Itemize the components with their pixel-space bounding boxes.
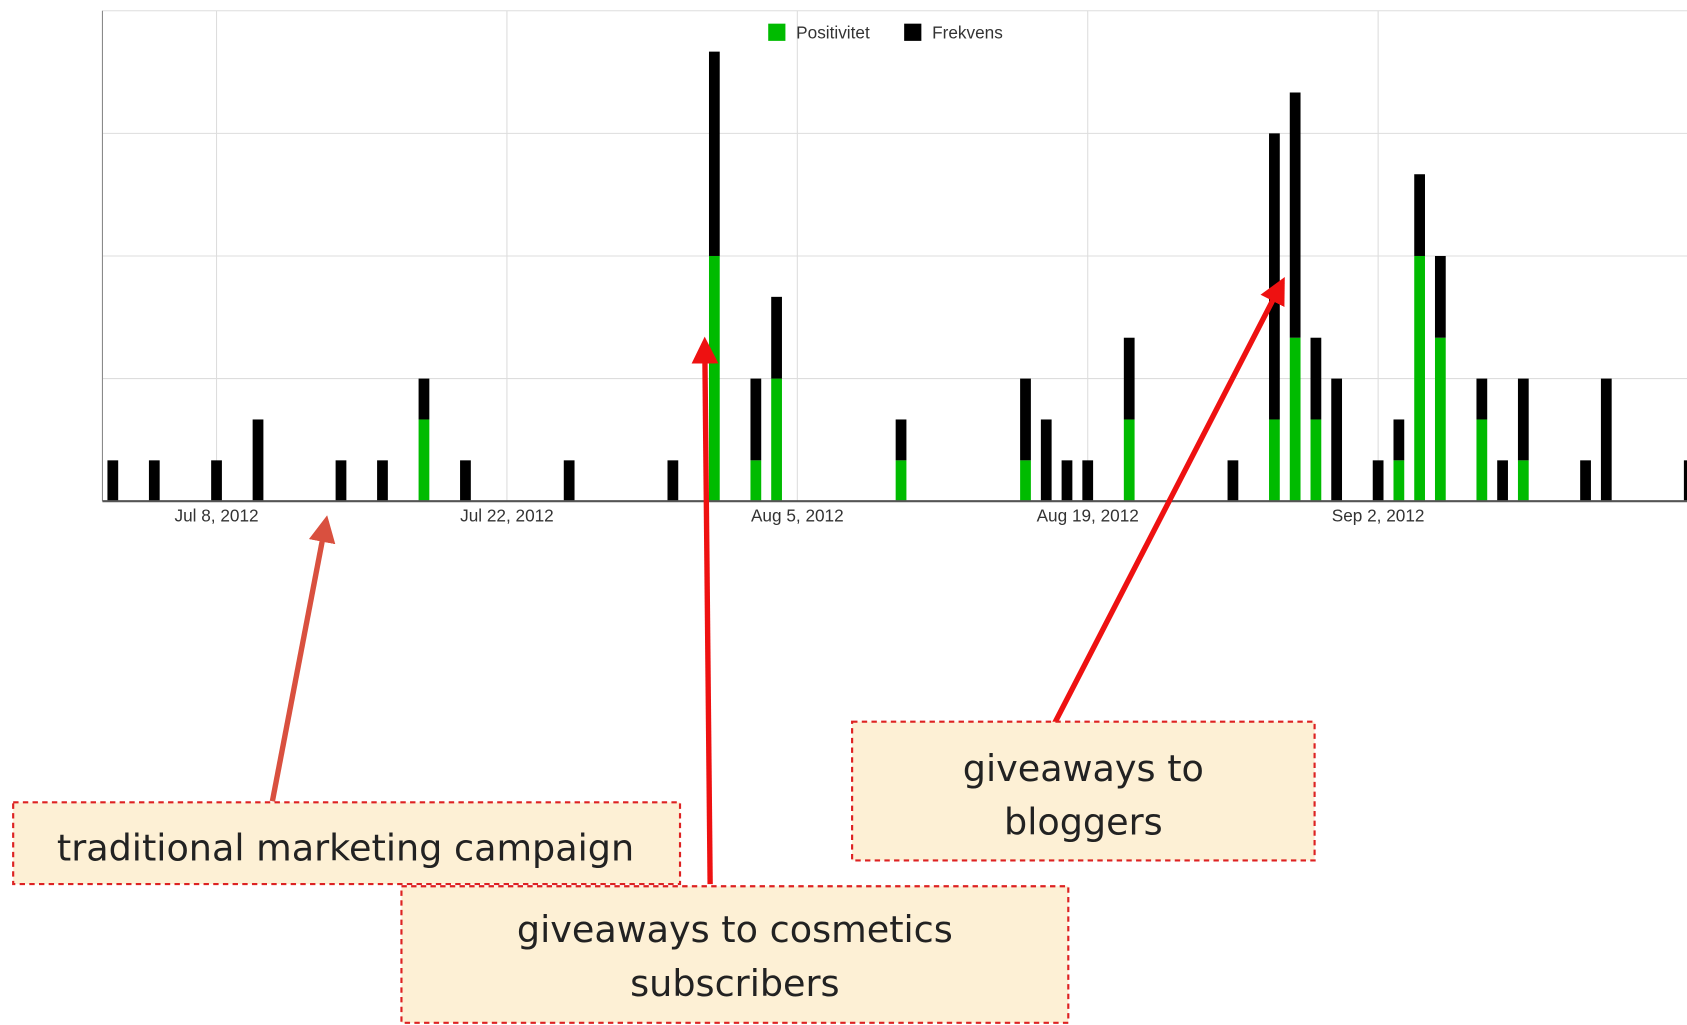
bar-segment [1517, 378, 1529, 461]
bar-segment [1372, 460, 1384, 502]
bar-segment [377, 460, 388, 502]
bar-segment [895, 419, 907, 461]
bar-segment [708, 51, 720, 256]
bar-segment [1393, 460, 1405, 502]
bar-segment [107, 460, 119, 502]
x-tick-label: Jul 8, 2012 [174, 506, 258, 526]
arrow [1035, 277, 1285, 757]
annotation-box [851, 720, 1316, 862]
annotations: traditional marketing campaign giveaways… [12, 277, 1316, 1024]
bar-segment [1123, 337, 1135, 420]
annotation-text: giveaways to [963, 747, 1204, 790]
bar-segment [1082, 460, 1094, 502]
bar-segment [1476, 419, 1488, 502]
bar-segment [708, 255, 720, 502]
bar-segment [1123, 419, 1135, 502]
bar-segment [771, 296, 782, 379]
bar-segment [750, 460, 762, 502]
x-tick-label: Jul 22, 2012 [460, 506, 554, 526]
bar-segment [771, 378, 782, 502]
x-tick-label: Aug 5, 2012 [751, 506, 844, 526]
bar-segment [1414, 255, 1425, 502]
annotation-text: traditional marketing campaign [57, 826, 634, 869]
arrow [269, 515, 336, 802]
bar-segment [1289, 92, 1301, 338]
bar-segment [563, 460, 575, 502]
bar-segment [1310, 337, 1322, 420]
arrow [691, 336, 719, 885]
bar-segment [667, 460, 679, 502]
plot-area: Jul 8, 2012 Jul 22, 2012 Aug 5, 2012 Aug 19… [101, 10, 1687, 526]
x-tick-label: Aug 19, 2012 [1037, 506, 1139, 526]
bar-segment [1497, 460, 1508, 502]
legend-label: Positivitet [796, 23, 870, 43]
bar-segment [148, 460, 160, 502]
annotation-text: bloggers [1004, 801, 1163, 844]
bar-segment [460, 460, 471, 502]
bar-segment [895, 460, 907, 502]
bar-segment [1061, 460, 1073, 502]
bar-segment [1020, 460, 1031, 502]
bar-segment [1517, 460, 1529, 502]
bar-segment [418, 419, 430, 502]
bar-segment [335, 460, 347, 502]
bar-segment [1434, 337, 1446, 502]
bar-segment [1020, 378, 1031, 461]
bar-segment [1414, 174, 1425, 256]
annotation-text: giveaways to cosmetics [517, 908, 953, 951]
bar-segment [1600, 378, 1612, 502]
annotation-box [400, 885, 1070, 1024]
bar-segment [1434, 255, 1446, 338]
bar-segment [418, 378, 430, 420]
bar-segment [1227, 460, 1239, 502]
bar-segment [750, 378, 762, 461]
bar-segment [211, 460, 222, 502]
legend-label: Frekvens [932, 23, 1003, 43]
x-tick-label: Sep 2, 2012 [1332, 506, 1425, 526]
legend-swatch [904, 23, 922, 41]
bar-segment [1269, 419, 1280, 502]
bar-segment [1310, 419, 1322, 502]
bar-segment [252, 419, 264, 502]
bar-segment [1331, 378, 1343, 502]
bar-segment [1269, 133, 1280, 420]
annotation-text: subscribers [630, 962, 839, 1005]
bar-segment [1393, 419, 1405, 461]
bar-segment [1683, 460, 1687, 502]
bar-segment [1580, 460, 1591, 502]
bar-segment [1040, 419, 1052, 502]
annotation-box [12, 801, 682, 886]
bar-segment [1289, 337, 1301, 502]
legend-swatch [768, 23, 786, 41]
bar-segment [1476, 378, 1488, 420]
